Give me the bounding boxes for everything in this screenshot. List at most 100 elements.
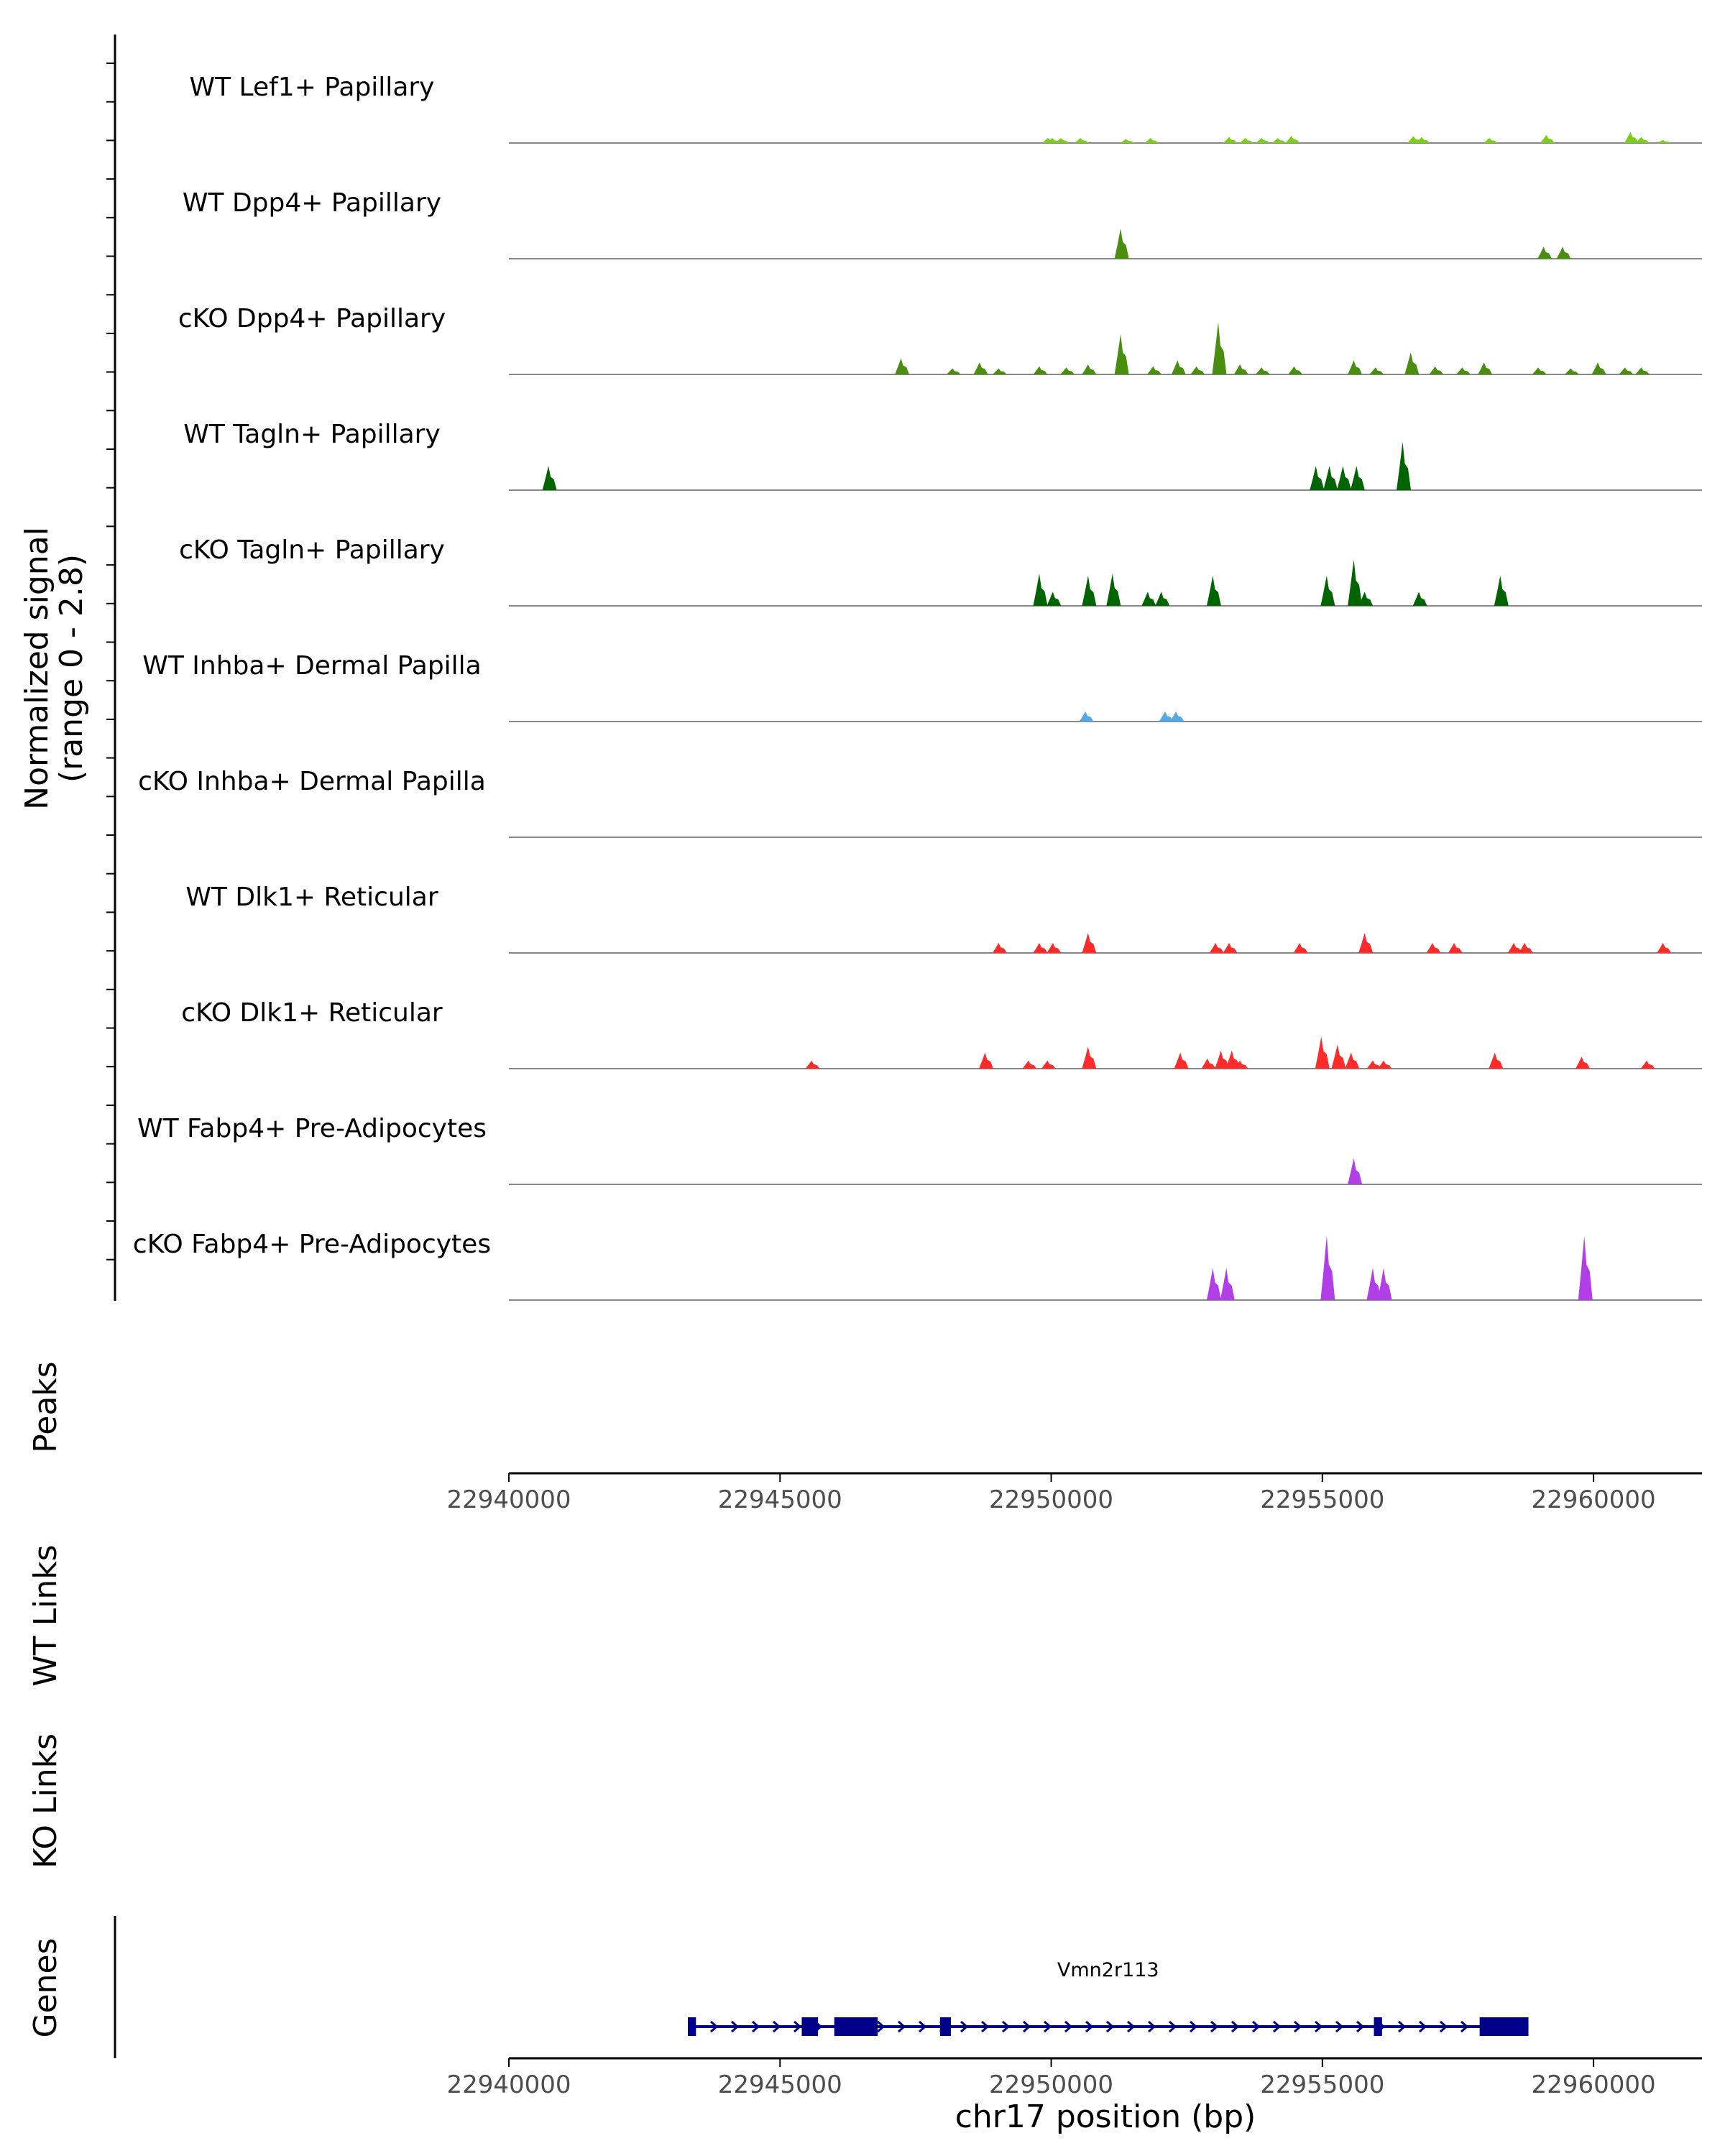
- strand-arrow: [1294, 2020, 1302, 2033]
- wt-links-label: WT Links: [27, 1544, 64, 1686]
- y-axis-ticks: [106, 63, 115, 1261]
- peak: [1159, 711, 1174, 722]
- x-axis-title: chr17 position (bp): [955, 2099, 1256, 2135]
- peak: [1640, 1060, 1655, 1069]
- signal-tracks: WT Lef1+ Papillary WT Dpp4+ Papillary cKO …: [133, 73, 1702, 1301]
- peak: [1206, 576, 1221, 606]
- strand-arrow: [1148, 2020, 1156, 2033]
- strand-arrow: [1002, 2020, 1011, 2033]
- peak: [1348, 559, 1363, 606]
- peak: [1619, 367, 1634, 374]
- strand-arrow: [710, 2020, 719, 2033]
- peak: [1657, 943, 1672, 953]
- peak: [1233, 1060, 1248, 1069]
- peak: [1220, 1268, 1235, 1300]
- strand-arrow: [1273, 2020, 1282, 2033]
- peak: [1082, 576, 1097, 606]
- peak: [1323, 466, 1338, 490]
- peak: [1337, 466, 1351, 490]
- peak: [1415, 137, 1430, 143]
- x-tick-label: 22955000: [1260, 1485, 1384, 1514]
- genes-label: Genes: [27, 1938, 64, 2037]
- gene-name: Vmn2r113: [1057, 1959, 1159, 1981]
- peak: [1082, 1046, 1097, 1069]
- peak: [1271, 138, 1287, 143]
- peak: [1022, 1060, 1037, 1069]
- strand-arrow: [919, 2020, 927, 2033]
- peak: [1348, 360, 1363, 374]
- track-label: cKO Dpp4+ Papillary: [178, 304, 446, 333]
- peak: [946, 368, 961, 374]
- peak: [1082, 933, 1097, 953]
- peak: [1206, 1268, 1221, 1300]
- peak: [1033, 573, 1048, 606]
- track-label: WT Fabp4+ Pre-Adipocytes: [137, 1114, 487, 1143]
- track-label: cKO Fabp4+ Pre-Adipocytes: [133, 1230, 491, 1259]
- peak: [1288, 366, 1303, 374]
- peak: [1060, 367, 1075, 374]
- strand-arrow: [981, 2020, 990, 2033]
- track: WT Dlk1+ Reticular: [185, 883, 1702, 954]
- peak: [1358, 933, 1374, 953]
- strand-arrow: [960, 2020, 969, 2033]
- strand-arrow: [1231, 2020, 1240, 2033]
- gene-exon: [1374, 2017, 1382, 2036]
- peak: [1377, 1268, 1392, 1300]
- peak: [1074, 138, 1089, 143]
- strand-arrow: [1023, 2020, 1031, 2033]
- peak: [1540, 134, 1555, 143]
- peak: [1426, 943, 1441, 953]
- peak: [1141, 591, 1156, 606]
- track-label: WT Tagln+ Papillary: [183, 420, 441, 449]
- track: WT Inhba+ Dermal Papilla: [142, 651, 1702, 722]
- peak: [1233, 364, 1248, 374]
- peak: [1350, 466, 1365, 490]
- peak: [1082, 364, 1097, 374]
- peak: [1209, 943, 1224, 953]
- peak: [1223, 943, 1238, 953]
- strand-arrow: [1169, 2020, 1177, 2033]
- gene-exon: [688, 2017, 696, 2036]
- peak: [1144, 138, 1159, 143]
- strand-arrow: [752, 2020, 760, 2033]
- peak: [1120, 139, 1135, 143]
- peak: [1576, 1056, 1590, 1069]
- peak: [1114, 334, 1129, 374]
- peak: [1331, 1044, 1346, 1069]
- peak: [1171, 360, 1186, 374]
- track-label: cKO Tagln+ Papillary: [179, 535, 445, 565]
- peak: [1320, 1235, 1335, 1300]
- peak: [1483, 138, 1498, 143]
- track-label: WT Dpp4+ Papillary: [183, 188, 441, 218]
- peak: [992, 943, 1007, 953]
- x-tick-label: 22940000: [446, 1485, 571, 1514]
- peak: [1489, 1052, 1504, 1069]
- track-label: cKO Dlk1+ Reticular: [181, 998, 443, 1028]
- peak: [1345, 1052, 1360, 1069]
- ko-links-label: KO Links: [27, 1733, 64, 1869]
- peak: [1494, 576, 1509, 606]
- track: cKO Inhba+ Dermal Papilla: [138, 767, 1702, 838]
- peak: [1225, 1050, 1241, 1069]
- track: WT Lef1+ Papillary: [190, 73, 1702, 144]
- gene-exon: [1479, 2017, 1529, 2036]
- peak: [1046, 943, 1062, 953]
- strand-arrow: [898, 2020, 906, 2033]
- peak: [979, 1052, 993, 1069]
- peak: [1033, 366, 1048, 374]
- strand-arrow: [1252, 2020, 1261, 2033]
- genes-x-axis: 22940000 22945000 22950000 22955000 22960000: [446, 2058, 1656, 2099]
- track-label: WT Lef1+ Papillary: [190, 73, 435, 102]
- track: cKO Dpp4+ Papillary: [178, 304, 1702, 375]
- peak: [1404, 352, 1420, 374]
- strand-arrow: [1064, 2020, 1073, 2033]
- strand-arrow: [773, 2020, 781, 2033]
- peak: [1397, 441, 1411, 490]
- peak: [1174, 1052, 1189, 1069]
- peak: [1114, 229, 1129, 259]
- peak: [1155, 591, 1170, 606]
- peak: [1591, 362, 1606, 374]
- peak: [1190, 366, 1205, 374]
- strand-arrow: [1398, 2020, 1407, 2033]
- peak: [1532, 367, 1547, 374]
